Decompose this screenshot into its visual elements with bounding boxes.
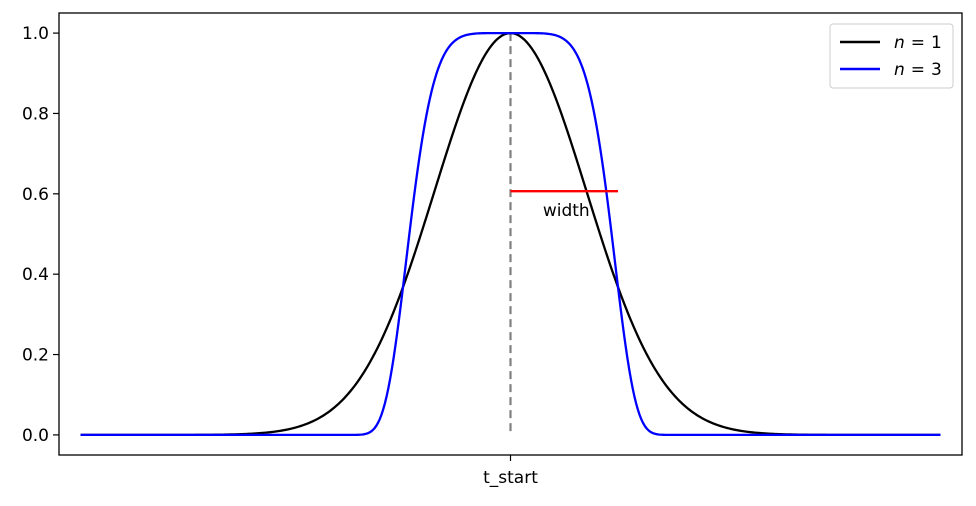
legend-box — [829, 23, 954, 89]
ytick-label: 0.6 — [22, 185, 49, 205]
legend-entry-n3: n = 3 — [894, 60, 942, 80]
ticks-layer: 0.0 0.2 0.4 0.6 0.8 1.0 t_start — [22, 24, 538, 488]
ytick-label: 1.0 — [22, 24, 49, 44]
legend: n = 1 n = 3 — [829, 23, 954, 89]
ytick-label: 0.2 — [22, 346, 49, 366]
ytick-label: 0.8 — [22, 104, 49, 124]
ytick-label: 0.4 — [22, 265, 49, 285]
legend-entry-n1: n = 1 — [894, 33, 942, 53]
series-line-n3 — [80, 31, 941, 437]
width-annotation-label: width — [543, 201, 590, 221]
ytick-label: 0.0 — [22, 426, 49, 446]
plot-layer — [80, 31, 941, 437]
xtick-label: t_start — [483, 468, 538, 488]
